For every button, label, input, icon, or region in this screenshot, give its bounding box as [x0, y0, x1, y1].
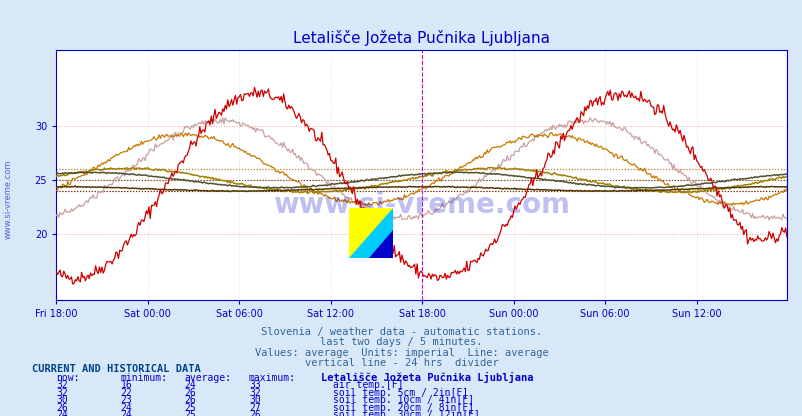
Text: 24: 24	[56, 410, 68, 416]
Polygon shape	[369, 230, 393, 258]
Text: last two days / 5 minutes.: last two days / 5 minutes.	[320, 337, 482, 347]
Title: Letališče Jožeta Pučnika Ljubljana: Letališče Jožeta Pučnika Ljubljana	[293, 30, 549, 46]
Text: www.si-vreme.com: www.si-vreme.com	[3, 160, 13, 240]
Text: 24: 24	[184, 380, 196, 390]
Polygon shape	[349, 208, 393, 258]
Text: 25: 25	[184, 410, 196, 416]
Text: now:: now:	[56, 373, 79, 383]
Text: vertical line - 24 hrs  divider: vertical line - 24 hrs divider	[304, 358, 498, 368]
Text: Slovenia / weather data - automatic stations.: Slovenia / weather data - automatic stat…	[261, 327, 541, 337]
Text: 24: 24	[120, 403, 132, 413]
Text: 27: 27	[249, 403, 261, 413]
Text: 33: 33	[249, 380, 261, 390]
Text: 32: 32	[56, 388, 68, 398]
Text: maximum:: maximum:	[249, 373, 296, 383]
Text: Letališče Jožeta Pučnika Ljubljana: Letališče Jožeta Pučnika Ljubljana	[321, 371, 533, 383]
Text: 25: 25	[184, 403, 196, 413]
Text: www.si-vreme.com: www.si-vreme.com	[273, 191, 569, 219]
Text: air temp.[F]: air temp.[F]	[333, 380, 403, 390]
Text: 24: 24	[120, 410, 132, 416]
Text: 26: 26	[184, 388, 196, 398]
Text: 32: 32	[56, 380, 68, 390]
Text: average:: average:	[184, 373, 232, 383]
Text: 23: 23	[120, 395, 132, 405]
Text: CURRENT AND HISTORICAL DATA: CURRENT AND HISTORICAL DATA	[32, 364, 200, 374]
Text: Values: average  Units: imperial  Line: average: Values: average Units: imperial Line: av…	[254, 348, 548, 358]
Text: 22: 22	[120, 388, 132, 398]
Text: 16: 16	[120, 380, 132, 390]
Text: soil temp. 30cm / 12in[F]: soil temp. 30cm / 12in[F]	[333, 410, 480, 416]
Text: 26: 26	[249, 410, 261, 416]
Polygon shape	[349, 208, 393, 258]
Text: minimum:: minimum:	[120, 373, 168, 383]
Text: 30: 30	[56, 395, 68, 405]
Text: 30: 30	[249, 395, 261, 405]
Text: soil temp. 20cm / 8in[F]: soil temp. 20cm / 8in[F]	[333, 403, 474, 413]
Text: 26: 26	[184, 395, 196, 405]
Text: soil temp. 5cm / 2in[F]: soil temp. 5cm / 2in[F]	[333, 388, 468, 398]
Text: soil temp. 10cm / 4in[F]: soil temp. 10cm / 4in[F]	[333, 395, 474, 405]
Text: 32: 32	[249, 388, 261, 398]
Text: 26: 26	[56, 403, 68, 413]
